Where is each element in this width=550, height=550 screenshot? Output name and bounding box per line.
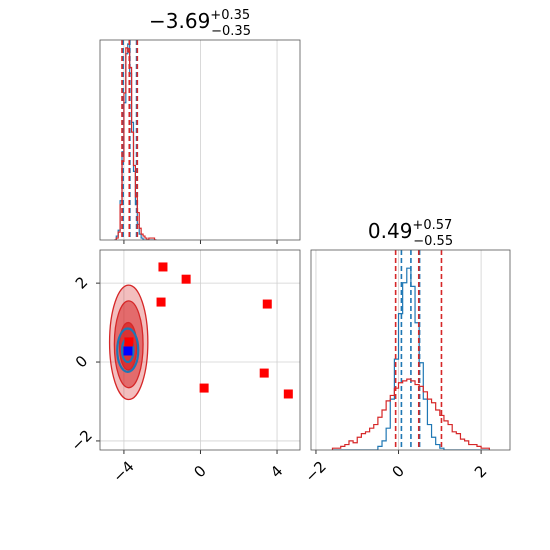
point: [156, 297, 166, 307]
title-sup: +0.35: [210, 8, 250, 23]
y-tick-label: 2: [72, 273, 91, 292]
y-tick-label: −2: [67, 426, 95, 454]
histogram-step: [331, 378, 490, 450]
x-tick-label: −2: [301, 457, 329, 485]
panel-title: 0.49+0.57 −0.55: [368, 218, 453, 249]
panel: [315, 250, 490, 450]
point: [283, 389, 293, 399]
title-sub: −0.55: [413, 234, 453, 249]
axes-frame: [310, 249, 511, 451]
x-tick-label: 4: [267, 462, 286, 481]
title-sub: −0.35: [211, 24, 251, 39]
point: [158, 262, 168, 272]
y-tick-label: 0: [72, 352, 91, 371]
x-tick-label: 0: [190, 462, 209, 481]
title-text: −3.69: [149, 9, 210, 33]
contour: [116, 327, 140, 373]
histogram-step: [114, 47, 157, 240]
title-sup: +0.57: [412, 218, 452, 233]
point: [123, 346, 133, 356]
x-tick-label: 2: [471, 462, 490, 481]
panel: [114, 40, 278, 240]
x-tick-label: 0: [388, 462, 407, 481]
point: [259, 368, 269, 378]
histogram-step: [114, 43, 157, 240]
axes-frame: [99, 39, 301, 241]
point: [262, 299, 272, 309]
panel-title: −3.69+0.35 −0.35: [149, 8, 251, 39]
point: [124, 337, 134, 347]
title-text: 0.49: [368, 219, 413, 243]
axes-frame: [99, 249, 301, 451]
point: [181, 274, 191, 284]
x-tick-label: −4: [109, 457, 137, 485]
point: [199, 383, 209, 393]
panel: [100, 250, 300, 450]
